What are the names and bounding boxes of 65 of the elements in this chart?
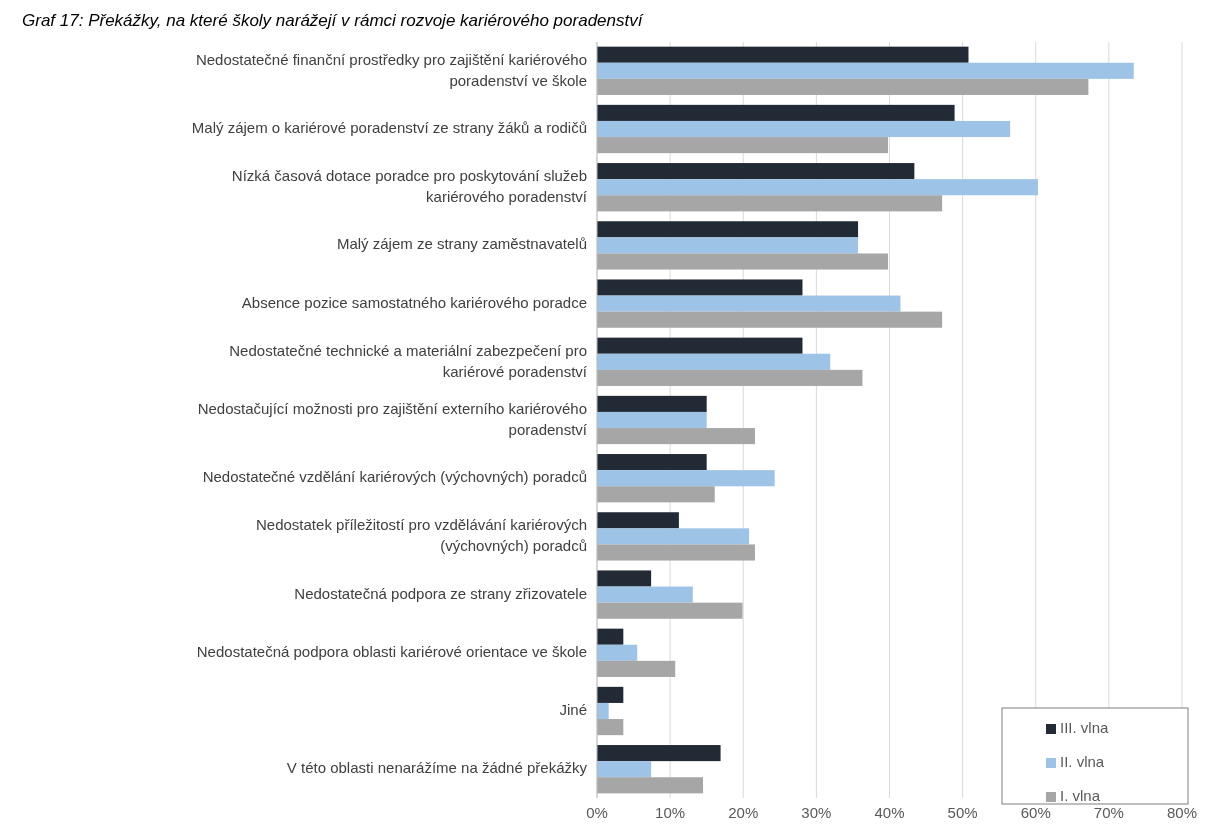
bar	[597, 761, 652, 778]
bar	[597, 644, 638, 661]
y-tick-label: Malý zájem o kariérové poradenství ze strany žáků a rodičů	[191, 118, 587, 136]
bar	[597, 777, 704, 794]
legend-label: III. vlna	[1060, 718, 1110, 736]
bar	[597, 237, 859, 254]
x-tick-label: 20%	[728, 804, 759, 821]
x-tick-label: 10%	[655, 804, 686, 821]
bar	[597, 660, 676, 677]
bar	[597, 163, 915, 180]
bar	[597, 104, 955, 121]
bar	[597, 62, 1134, 79]
x-tick-label: 60%	[1020, 804, 1051, 821]
bar	[597, 253, 889, 270]
text: Graf 17: Překážky, na které školy narážejí v rámci rozvoje kariérového poradenství	[22, 11, 645, 30]
bar	[597, 179, 1038, 196]
bar	[597, 295, 901, 312]
x-tick-label: 0%	[586, 804, 608, 821]
bar	[597, 470, 775, 487]
bar	[597, 221, 859, 238]
bar	[597, 628, 624, 645]
y-tick-label: Nedostatečné vzdělání kariérových (výchovných) poradců	[202, 468, 587, 486]
bar	[597, 702, 609, 720]
bar	[597, 353, 831, 370]
bar	[597, 745, 721, 762]
y-tick-label: Nedostatek příležitostí pro vzdělávání kariérových (výchovných) poradců	[256, 516, 587, 555]
x-tick-label: 70%	[1093, 804, 1124, 821]
bar	[597, 512, 679, 529]
legend-label: II. vlna	[1060, 752, 1105, 770]
bar	[597, 528, 750, 545]
bar	[597, 137, 889, 154]
y-tick-label: Nedostatečná podpora oblasti kariérové orientace ve škole	[196, 642, 587, 660]
y-tick-label: Absence pozice samostatného kariérového poradce	[241, 293, 587, 311]
y-tick-label: Nedostatečné technické a materiální zabezpečení pro kariérové poradenství	[229, 341, 588, 380]
bar	[597, 120, 1011, 138]
legend-label: I. vlna	[1060, 786, 1101, 804]
bar	[597, 570, 652, 587]
bar	[597, 78, 1089, 95]
x-tick-label: 40%	[874, 804, 905, 821]
bar	[597, 369, 863, 386]
bar	[597, 586, 693, 603]
bar	[597, 195, 943, 212]
x-tick-label: 80%	[1166, 804, 1198, 821]
bar	[597, 337, 803, 354]
bar	[597, 454, 707, 471]
bar	[597, 411, 707, 429]
bar	[597, 46, 969, 63]
bar	[597, 602, 743, 619]
x-tick-label: 50%	[947, 804, 978, 821]
y-tick-label: Malý zájem ze strany zaměstnavatelů	[336, 235, 587, 253]
y-tick-label: Nedostatečná podpora ze strany zřizovatele	[294, 584, 587, 602]
bar	[597, 428, 755, 445]
bar	[597, 686, 624, 703]
y-tick-label: Nedostačující možnosti pro zajištění externího kariérového poradenství	[197, 399, 588, 438]
y-tick-label: V této oblasti nenarážíme na žádné překážky	[286, 759, 588, 777]
y-tick-label: Nedostatečné finanční prostředky pro zajištění kariérového poradenství ve škole	[195, 50, 587, 89]
y-tick-label: Nízká časová dotace poradce pro poskytování služeb kariérového poradenství	[231, 167, 588, 206]
bar	[597, 311, 943, 328]
x-tick-label: 30%	[801, 804, 832, 821]
y-tick-label: Jiné	[559, 700, 587, 718]
bar	[597, 279, 803, 296]
bar	[597, 544, 755, 561]
bar	[597, 486, 715, 503]
bar	[597, 395, 707, 412]
bar	[597, 719, 624, 736]
